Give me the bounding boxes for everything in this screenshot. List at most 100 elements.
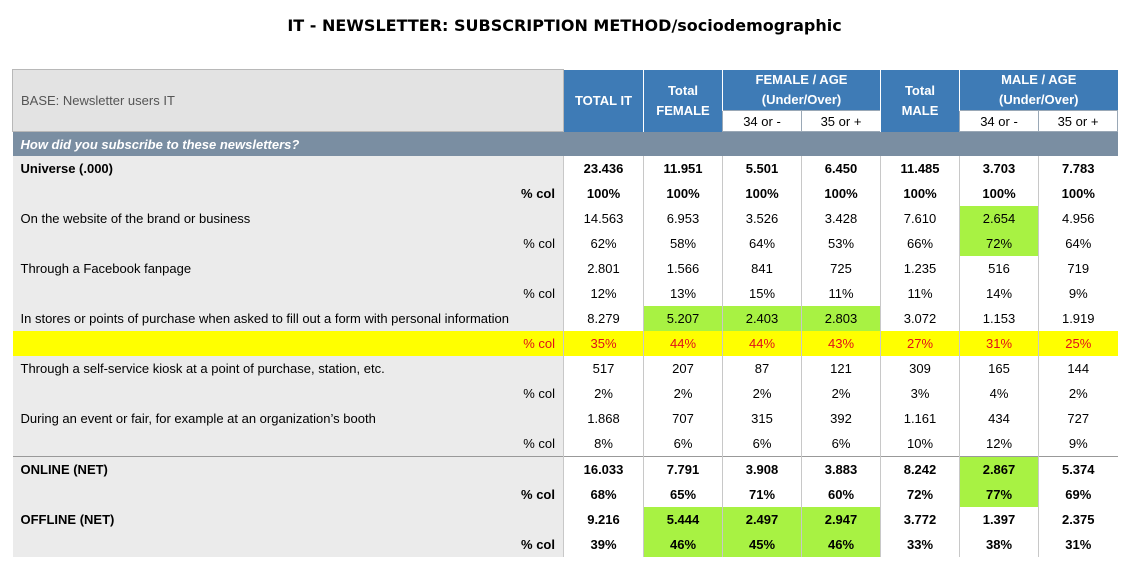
table-row: Through a self-service kiosk at a point … — [12, 356, 1118, 381]
value-cell: 3.883 — [801, 456, 881, 482]
table-row-pct: % col 68% 65% 71% 60% 72% 77% 69% — [12, 482, 1118, 507]
value-cell: 434 — [959, 406, 1039, 431]
male-under-header: 34 or - — [959, 110, 1039, 132]
pct-label: % col — [12, 431, 564, 457]
pct-cell: 6% — [643, 431, 723, 457]
pct-cell: 6% — [801, 431, 881, 457]
pct-cell: 13% — [643, 281, 723, 306]
table-row: Universe (.000) 23.436 11.951 5.501 6.450 11.… — [12, 156, 1118, 181]
pct-cell: 100% — [801, 181, 881, 206]
value-cell: 14.563 — [563, 206, 644, 231]
value-cell: 2.497 — [722, 507, 802, 532]
pct-cell: 45% — [722, 532, 802, 557]
table-row-pct: % col 2% 2% 2% 2% 3% 4% 2% — [12, 381, 1118, 406]
value-cell: 1.153 — [959, 306, 1039, 331]
pct-label: % col — [12, 281, 564, 306]
value-cell: 719 — [1038, 256, 1118, 281]
value-cell: 11.951 — [643, 156, 723, 181]
row-label: OFFLINE (NET) — [12, 507, 564, 532]
pct-cell: 9% — [1038, 281, 1118, 306]
pct-cell: 31% — [959, 331, 1039, 356]
pct-cell: 25% — [1038, 331, 1118, 356]
value-cell: 707 — [643, 406, 723, 431]
value-cell: 8.279 — [563, 306, 644, 331]
value-cell: 87 — [722, 356, 802, 381]
col-male-age: MALE / AGE (Under/Over) — [959, 69, 1118, 111]
pct-cell: 2% — [643, 381, 723, 406]
value-cell: 16.033 — [563, 456, 644, 482]
pct-cell: 2% — [801, 381, 881, 406]
table-row-pct: % col 100% 100% 100% 100% 100% 100% 100% — [12, 181, 1118, 206]
table-row: ONLINE (NET) 16.033 7.791 3.908 3.883 8.242 2.… — [12, 456, 1118, 482]
value-cell: 5.444 — [643, 507, 723, 532]
value-cell: 6.450 — [801, 156, 881, 181]
row-label: In stores or points of purchase when ask… — [12, 306, 564, 331]
value-cell: 2.947 — [801, 507, 881, 532]
pct-cell: 100% — [722, 181, 802, 206]
pct-cell: 46% — [801, 532, 881, 557]
pct-cell: 39% — [563, 532, 644, 557]
pct-label: % col — [12, 482, 564, 507]
pct-cell: 14% — [959, 281, 1039, 306]
pct-label: % col — [12, 181, 564, 206]
pct-cell: 100% — [880, 181, 960, 206]
pct-cell: 71% — [722, 482, 802, 507]
value-cell: 11.485 — [880, 156, 960, 181]
value-cell: 2.654 — [959, 206, 1039, 231]
value-cell: 5.374 — [1038, 456, 1118, 482]
table-row: On the website of the brand or business 1… — [12, 206, 1118, 231]
pct-cell: 10% — [880, 431, 960, 457]
pct-cell: 100% — [643, 181, 723, 206]
value-cell: 3.908 — [722, 456, 802, 482]
value-cell: 517 — [563, 356, 644, 381]
pct-cell: 12% — [959, 431, 1039, 457]
col-total-male: Total MALE — [880, 69, 960, 132]
pct-cell: 11% — [801, 281, 881, 306]
pct-cell: 100% — [1038, 181, 1118, 206]
female-under-header: 34 or - — [722, 110, 802, 132]
pct-label: % col — [12, 231, 564, 256]
pct-cell: 68% — [563, 482, 644, 507]
pct-label: % col — [12, 532, 564, 557]
value-cell: 1.235 — [880, 256, 960, 281]
pct-cell: 4% — [959, 381, 1039, 406]
value-cell: 121 — [801, 356, 881, 381]
pct-cell: 100% — [563, 181, 644, 206]
row-label: Through a self-service kiosk at a point … — [12, 356, 564, 381]
value-cell: 516 — [959, 256, 1039, 281]
pct-cell: 6% — [722, 431, 802, 457]
table-row-pct: % col 35% 44% 44% 43% 27% 31% 25% — [12, 331, 1118, 356]
female-over-header: 35 or + — [801, 110, 881, 132]
value-cell: 3.526 — [722, 206, 802, 231]
value-cell: 3.072 — [880, 306, 960, 331]
value-cell: 2.801 — [563, 256, 644, 281]
pct-cell: 35% — [563, 331, 644, 356]
value-cell: 2.867 — [959, 456, 1039, 482]
value-cell: 1.919 — [1038, 306, 1118, 331]
value-cell: 1.868 — [563, 406, 644, 431]
pct-cell: 72% — [959, 231, 1039, 256]
row-label: ONLINE (NET) — [12, 456, 564, 482]
value-cell: 1.161 — [880, 406, 960, 431]
table-row: In stores or points of purchase when ask… — [12, 306, 1118, 331]
value-cell: 207 — [643, 356, 723, 381]
page-title: IT - NEWSLETTER: SUBSCRIPTION METHOD/soc… — [287, 16, 842, 35]
value-cell: 315 — [722, 406, 802, 431]
pct-cell: 15% — [722, 281, 802, 306]
value-cell: 144 — [1038, 356, 1118, 381]
pct-cell: 64% — [1038, 231, 1118, 256]
pct-cell: 8% — [563, 431, 644, 457]
value-cell: 8.242 — [880, 456, 960, 482]
pct-cell: 27% — [880, 331, 960, 356]
row-label: Through a Facebook fanpage — [12, 256, 564, 281]
pct-cell: 2% — [563, 381, 644, 406]
value-cell: 9.216 — [563, 507, 644, 532]
table-row: OFFLINE (NET) 9.216 5.444 2.497 2.947 3.772 1.… — [12, 507, 1118, 532]
value-cell: 841 — [722, 256, 802, 281]
pct-cell: 33% — [880, 532, 960, 557]
col-female-age: FEMALE / AGE (Under/Over) — [722, 69, 881, 111]
value-cell: 7.791 — [643, 456, 723, 482]
male-over-header: 35 or + — [1038, 110, 1118, 132]
value-cell: 3.772 — [880, 507, 960, 532]
value-cell: 1.566 — [643, 256, 723, 281]
